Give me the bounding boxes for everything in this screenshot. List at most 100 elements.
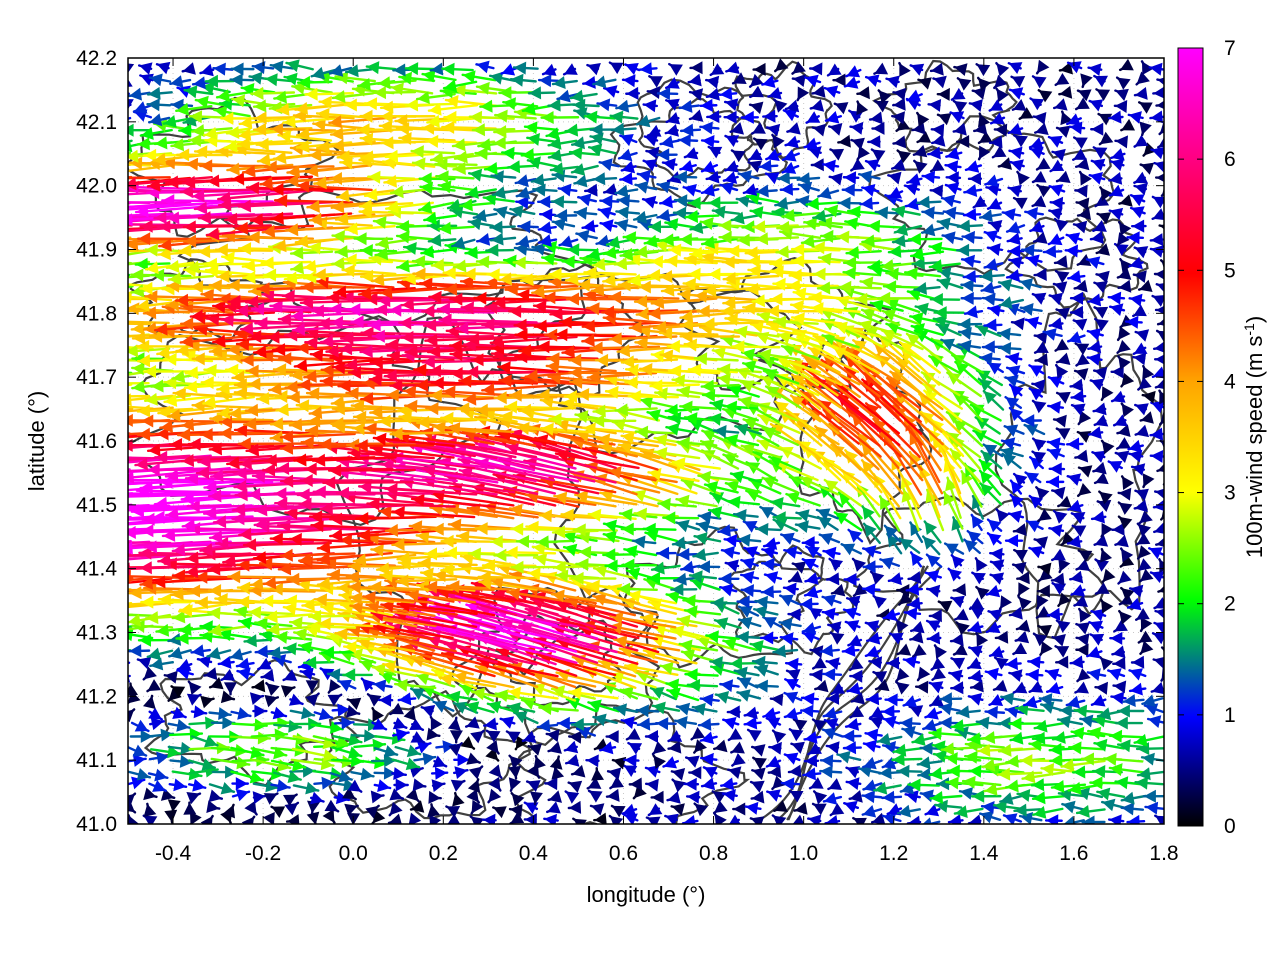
wind-vector-shaft xyxy=(440,652,519,676)
wind-vector-head xyxy=(876,678,890,692)
wind-vector xyxy=(685,790,701,804)
wind-vector-head xyxy=(1014,549,1028,562)
wind-vector xyxy=(420,705,436,718)
wind-vector-head xyxy=(557,716,570,730)
wind-vector xyxy=(514,735,528,751)
wind-vector xyxy=(749,780,765,793)
wind-vector xyxy=(408,812,422,824)
wind-vector xyxy=(750,744,766,757)
wind-vector-head xyxy=(982,731,996,744)
wind-vector-head xyxy=(392,717,407,730)
wind-vector xyxy=(948,669,964,683)
wind-vector xyxy=(922,817,941,824)
wind-vector-head xyxy=(1006,779,1019,793)
wind-vector xyxy=(812,790,828,805)
wind-vector-head xyxy=(53,556,66,569)
wind-vector-head xyxy=(1020,754,1033,768)
wind-vector xyxy=(415,741,432,754)
wind-vector xyxy=(693,802,709,817)
wind-vector xyxy=(403,706,416,721)
wind-vector xyxy=(250,746,288,760)
wind-vector xyxy=(217,656,235,669)
wind-vector xyxy=(464,716,480,729)
wind-vector-head xyxy=(737,689,751,702)
wind-vector-head xyxy=(511,793,525,807)
wind-vector-head xyxy=(869,716,884,729)
wind-vector xyxy=(470,799,484,815)
wind-vector-head xyxy=(107,584,119,597)
wind-vector xyxy=(644,730,659,743)
wind-vector xyxy=(169,754,194,768)
wind-vector-head xyxy=(12,491,24,504)
wind-vector xyxy=(1128,682,1147,696)
wind-vector xyxy=(1039,641,1053,657)
wind-vector xyxy=(823,718,839,731)
wind-vector-head xyxy=(863,756,877,770)
wind-vector xyxy=(220,669,236,682)
wind-vector xyxy=(902,655,921,669)
wind-vector-head xyxy=(544,813,557,824)
wind-vector-head xyxy=(804,731,818,744)
wind-vector-head xyxy=(870,706,884,718)
wind-vector xyxy=(567,780,583,793)
wind-vector-head xyxy=(551,766,565,780)
wind-vector xyxy=(1045,682,1064,695)
wind-vector-head xyxy=(801,704,814,718)
wind-vector-head xyxy=(591,803,605,816)
wind-vector-head xyxy=(156,751,170,765)
wind-vector-head xyxy=(668,740,682,754)
wind-vector-head xyxy=(1148,715,1162,728)
wind-vector-head xyxy=(335,627,348,641)
wind-vector xyxy=(911,644,927,658)
wind-vector-head xyxy=(1090,776,1103,790)
wind-vector xyxy=(544,777,558,791)
wind-vector xyxy=(210,716,236,730)
wind-vector-head xyxy=(715,691,730,704)
wind-vector-head xyxy=(951,719,965,733)
wind-vector xyxy=(825,657,841,670)
wind-vector xyxy=(881,812,902,824)
wind-vector-head xyxy=(548,790,562,803)
wind-vector xyxy=(373,745,399,758)
wind-vector-head xyxy=(304,656,317,670)
wind-vector-head xyxy=(348,733,362,746)
wind-vector-head xyxy=(1047,682,1061,695)
wind-vector xyxy=(392,728,410,742)
wind-vector xyxy=(324,799,340,813)
wind-vector xyxy=(229,648,252,661)
wind-vector-head xyxy=(653,755,666,769)
wind-vector-head xyxy=(280,685,295,698)
wind-vector xyxy=(307,620,357,633)
wind-vector xyxy=(728,657,760,670)
wind-vector-head xyxy=(793,719,808,732)
wind-vector-head xyxy=(637,717,651,731)
wind-vector-head xyxy=(249,770,263,784)
wind-vector xyxy=(620,716,638,729)
wind-vector-head xyxy=(932,740,946,754)
wind-vector xyxy=(430,766,449,780)
wind-vector-head xyxy=(750,640,764,653)
wind-vector-head xyxy=(677,614,691,628)
wind-vector-head xyxy=(1121,802,1135,816)
wind-vector xyxy=(1017,582,1030,598)
wind-vector-head xyxy=(343,778,356,792)
wind-vector-head xyxy=(968,620,982,634)
wind-vector xyxy=(415,672,456,688)
wind-vector-head xyxy=(361,678,375,692)
wind-vector xyxy=(733,666,760,680)
wind-vector xyxy=(882,715,901,729)
wind-vector-head xyxy=(934,750,947,763)
wind-vector-head xyxy=(190,811,202,824)
wind-vector xyxy=(1002,813,1023,824)
wind-vector-head xyxy=(820,765,833,779)
wind-vector-head xyxy=(997,767,1011,781)
wind-vector-shaft xyxy=(495,648,578,677)
wind-vector xyxy=(347,779,363,793)
wind-vector-head xyxy=(383,754,397,768)
wind-vector xyxy=(628,777,642,791)
wind-vector xyxy=(1133,733,1164,747)
wind-vector-head xyxy=(1046,814,1059,824)
wind-vector-head xyxy=(406,744,421,758)
wind-vector xyxy=(697,718,720,731)
wind-vector-head xyxy=(141,524,154,538)
